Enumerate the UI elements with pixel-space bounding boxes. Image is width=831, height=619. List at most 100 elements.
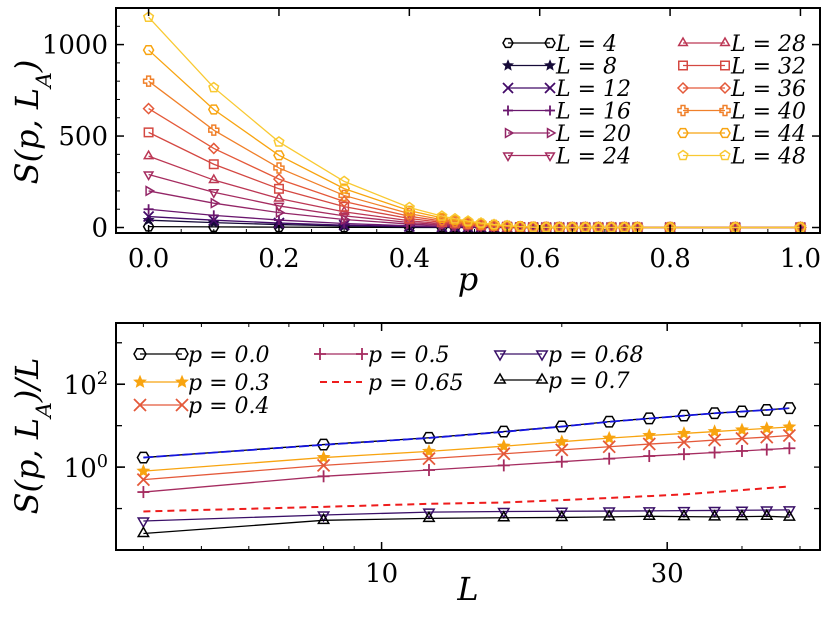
bottom-point-1-1-shape <box>316 450 331 464</box>
top-legend-marker-right-28-shape <box>719 36 731 47</box>
top-point-44-4-shape <box>403 205 416 216</box>
bottom-legend-marker-left-3 <box>314 348 326 360</box>
top-legend-marker-right-32 <box>720 60 730 71</box>
bottom-point-5-10 <box>760 506 774 518</box>
bottom-point-1-7-shape <box>677 426 691 440</box>
top-point-36-2-shape <box>272 173 286 186</box>
bottom-point-1-9 <box>735 422 749 436</box>
bottom-point-5-5-shape <box>602 507 616 519</box>
bottom-point-2-1-stroke-b <box>316 458 331 473</box>
top-legend-marker-right-40 <box>719 104 731 117</box>
top-point-32-3 <box>339 201 350 212</box>
bottom-point-1-2-shape <box>422 444 436 458</box>
bottom-point-3-4 <box>555 455 568 468</box>
bottom-point-6-5 <box>602 509 616 521</box>
top-legend-label-32: L = 32 <box>730 55 806 80</box>
bottom-point-2-5 <box>602 440 616 454</box>
top-legend-marker-left-24-shape <box>502 152 514 163</box>
top-legend-marker-left-12 <box>502 82 514 94</box>
top-point-20-1 <box>210 197 221 209</box>
bottom-point-6-5-shape <box>602 509 616 521</box>
top-point-48-3-shape <box>338 175 350 187</box>
top-point-48-9-shape <box>488 218 500 230</box>
top-point-44-1 <box>207 104 220 115</box>
bottom-legend-marker-left-5-shape <box>493 350 507 362</box>
bottom-point-6-11 <box>782 509 796 521</box>
bottom-point-5-1-shape <box>317 511 331 523</box>
top-legend-marker-left-24 <box>502 152 514 163</box>
top-point-48-19 <box>618 221 631 233</box>
bottom-x-tick-label-0: 10 <box>365 559 398 589</box>
bottom-point-2-2 <box>422 452 436 466</box>
top-legend-marker-right-44 <box>719 127 731 139</box>
bottom-point-5-3 <box>497 507 511 519</box>
top-legend-marker-left-36-shape <box>676 81 690 95</box>
top-point-48-5-shape <box>436 210 448 221</box>
top-point-48-0 <box>142 11 155 22</box>
bottom-point-1-6-shape <box>642 428 657 442</box>
top-legend-label-16: L = 16 <box>555 100 631 125</box>
bottom-point-1-4-shape <box>554 434 569 448</box>
top-legend-marker-right-48 <box>719 149 731 161</box>
bottom-point-6-0 <box>136 526 150 538</box>
bottom-point-6-6-shape <box>642 508 656 521</box>
top-point-48-4 <box>403 201 415 213</box>
top-legend-marker-left-16 <box>503 105 513 116</box>
bottom-legend-marker-right-3 <box>356 348 368 360</box>
top-legend-marker-left-12-stroke-b <box>502 82 514 94</box>
top-legend-entry-48: L = 48 <box>677 145 806 170</box>
top-legend-entry-12: L = 12 <box>502 77 631 102</box>
top-point-24-1 <box>208 188 220 199</box>
top-point-44-4 <box>403 205 416 216</box>
top-point-28-0 <box>142 149 155 160</box>
bottom-legend-marker-left-1 <box>133 374 147 388</box>
bottom-point-1-3-shape <box>496 438 511 453</box>
top-legend-entry-24: L = 24 <box>502 145 631 170</box>
bottom-legend: p = 0.0 p = 0.3p = 0.4 p = 0.5 p = 0.65 p = … <box>133 343 644 419</box>
bottom-point-2-7-stroke-b <box>677 435 691 449</box>
top-legend-marker-left-48 <box>677 149 689 161</box>
top-legend-label-24: L = 24 <box>555 145 631 170</box>
top-point-24-0-shape <box>142 171 155 181</box>
top-point-48-14 <box>553 221 565 233</box>
bottom-series-line-7 <box>143 407 790 459</box>
bottom-series-layer <box>136 402 797 538</box>
bottom-legend-entry-0: p = 0.0 <box>133 343 270 368</box>
top-point-20-0 <box>145 185 156 197</box>
bottom-point-1-9-shape <box>735 422 749 436</box>
bottom-legend-marker-left-2 <box>133 398 147 412</box>
bottom-point-3-7 <box>677 448 690 461</box>
bottom-point-5-2-shape <box>422 508 436 520</box>
top-legend-entry-28: L = 28 <box>677 32 806 57</box>
bottom-point-6-8 <box>708 509 722 521</box>
bottom-point-5-4-shape <box>555 507 569 519</box>
bottom-legend-entry-5: p = 0.68 <box>493 343 644 368</box>
bottom-point-6-9 <box>735 509 749 521</box>
bottom-point-1-8 <box>707 424 722 438</box>
bottom-point-2-8 <box>707 433 722 447</box>
bottom-legend-entry-6: p = 0.7 <box>493 369 630 394</box>
top-point-24-3-shape <box>338 212 350 223</box>
top-point-48-6 <box>449 212 461 224</box>
bottom-point-3-11 <box>783 442 796 455</box>
top-legend-marker-right-8-shape <box>544 59 556 71</box>
bottom-point-6-10 <box>760 508 774 521</box>
bottom-point-3-1 <box>317 470 330 483</box>
top-legend-marker-left-36 <box>676 81 690 95</box>
bottom-legend-label-6: p = 0.7 <box>548 369 630 394</box>
top-legend-marker-right-32-shape <box>720 60 730 71</box>
top-x-tick-label-2: 0.4 <box>389 244 430 274</box>
top-y-tick-label-2: 1000 <box>42 31 108 61</box>
top-point-48-1 <box>208 81 220 93</box>
bottom-legend-marker-right-2 <box>175 398 189 412</box>
top-point-44-3 <box>338 183 351 194</box>
top-point-24-1-shape <box>208 188 220 199</box>
bottom-point-2-4-stroke-b <box>555 443 569 457</box>
bottom-series-7 <box>143 407 790 459</box>
top-point-48-17 <box>592 221 605 233</box>
bottom-point-3-2 <box>422 464 435 477</box>
top-legend-marker-right-4-shape <box>544 37 556 49</box>
bottom-point-3-10 <box>760 443 773 456</box>
